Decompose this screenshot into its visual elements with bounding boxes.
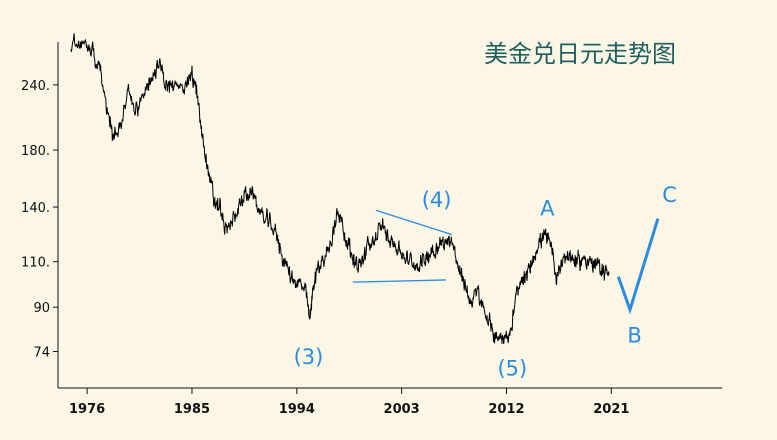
x-tick-label: 1976: [69, 402, 105, 417]
x-tick-label: 2021: [593, 402, 629, 417]
y-tick-label: 110.: [21, 256, 50, 271]
wave-label: B: [627, 324, 641, 348]
price-series-line: [70, 33, 610, 345]
x-axis-ticks: 1976 1985 1994 2003 2012 2021: [69, 388, 629, 417]
y-tick-label: 140.: [21, 201, 50, 216]
wave-label: C: [662, 183, 677, 207]
x-tick-label: 1985: [174, 402, 210, 417]
wave-label: (4): [422, 188, 452, 212]
triangle-upper-trendline: [375, 209, 452, 236]
projected-wave-abc: [616, 218, 660, 315]
y-tick-label: 240.: [21, 79, 50, 94]
wave-label: (3): [294, 345, 324, 369]
wave-label: A: [540, 196, 555, 220]
triangle-lower-trendline: [352, 279, 446, 283]
y-axis-ticks: 74 90 110. 140. 180. 240.: [21, 79, 58, 361]
plot-area: [70, 33, 610, 345]
wave-labels: (3) (4) (5) A B C: [294, 183, 677, 381]
y-tick-label: 180.: [21, 144, 50, 159]
x-tick-label: 1994: [279, 402, 315, 417]
y-tick-label: 90: [33, 301, 50, 316]
chart-title: 美金兑日元走势图: [484, 40, 676, 68]
x-tick-label: 2012: [488, 402, 524, 417]
y-tick-label: 74: [33, 346, 50, 361]
wave-label: (5): [497, 357, 527, 381]
x-tick-label: 2003: [384, 402, 420, 417]
wave-overlays: [352, 209, 660, 315]
